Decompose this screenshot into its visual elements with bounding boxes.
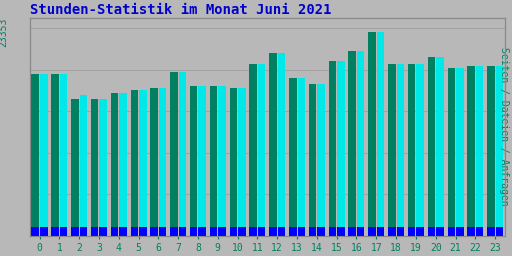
Bar — [278, 227, 285, 236]
Bar — [447, 68, 455, 236]
Bar — [210, 227, 217, 236]
Bar — [170, 72, 178, 236]
Bar — [487, 227, 495, 236]
Bar — [397, 227, 404, 236]
Bar — [436, 57, 444, 236]
Bar — [297, 227, 305, 236]
Bar — [317, 227, 325, 236]
Bar — [416, 227, 424, 236]
Bar — [278, 53, 285, 236]
Bar — [151, 227, 158, 236]
Bar — [289, 227, 296, 236]
Bar — [289, 78, 296, 236]
Bar — [190, 227, 198, 236]
Bar — [131, 90, 138, 236]
Bar — [139, 227, 146, 236]
Bar — [467, 227, 475, 236]
Bar — [496, 66, 503, 236]
Bar — [159, 88, 166, 236]
Bar — [357, 51, 365, 236]
Bar — [428, 57, 435, 236]
Text: Stunden-Statistik im Monat Juni 2021: Stunden-Statistik im Monat Juni 2021 — [30, 3, 331, 17]
Bar — [249, 63, 257, 236]
Bar — [80, 227, 87, 236]
Bar — [218, 227, 226, 236]
Bar — [91, 99, 98, 236]
Bar — [258, 63, 265, 236]
Bar — [71, 99, 79, 236]
Bar — [229, 88, 237, 236]
Bar — [269, 53, 277, 236]
Bar — [60, 74, 68, 236]
Bar — [238, 227, 246, 236]
Bar — [317, 84, 325, 236]
Bar — [40, 227, 48, 236]
Bar — [496, 227, 503, 236]
Bar — [199, 227, 206, 236]
Bar — [337, 227, 345, 236]
Bar — [111, 227, 118, 236]
Bar — [179, 227, 186, 236]
Bar — [467, 66, 475, 236]
Bar — [51, 74, 59, 236]
Bar — [357, 227, 365, 236]
Bar — [377, 33, 385, 236]
Bar — [377, 227, 385, 236]
Bar — [190, 86, 198, 236]
Bar — [258, 227, 265, 236]
Bar — [80, 95, 87, 236]
Bar — [131, 227, 138, 236]
Bar — [71, 227, 79, 236]
Bar — [269, 227, 277, 236]
Bar — [199, 86, 206, 236]
Bar — [139, 90, 146, 236]
Bar — [337, 61, 345, 236]
Bar — [388, 63, 396, 236]
Bar — [408, 63, 415, 236]
Bar — [249, 227, 257, 236]
Bar — [476, 227, 483, 236]
Bar — [368, 227, 376, 236]
Bar — [487, 66, 495, 236]
Bar — [329, 227, 336, 236]
Bar — [91, 227, 98, 236]
Bar — [329, 61, 336, 236]
Bar — [349, 51, 356, 236]
Bar — [31, 227, 39, 236]
Bar — [218, 86, 226, 236]
Bar — [60, 227, 68, 236]
Text: 23353: 23353 — [0, 18, 9, 47]
Bar — [476, 66, 483, 236]
Bar — [456, 227, 463, 236]
Bar — [170, 227, 178, 236]
Bar — [119, 227, 127, 236]
Bar — [436, 227, 444, 236]
Bar — [388, 227, 396, 236]
Y-axis label: Seiten / Dateien / Anfragen: Seiten / Dateien / Anfragen — [499, 47, 509, 206]
Bar — [428, 227, 435, 236]
Bar — [159, 227, 166, 236]
Bar — [447, 227, 455, 236]
Bar — [408, 227, 415, 236]
Bar — [111, 93, 118, 236]
Bar — [416, 63, 424, 236]
Bar — [210, 86, 217, 236]
Bar — [99, 227, 107, 236]
Bar — [151, 88, 158, 236]
Bar — [309, 227, 316, 236]
Bar — [397, 63, 404, 236]
Bar — [368, 33, 376, 236]
Bar — [309, 84, 316, 236]
Bar — [99, 99, 107, 236]
Bar — [51, 227, 59, 236]
Bar — [40, 74, 48, 236]
Bar — [349, 227, 356, 236]
Bar — [297, 78, 305, 236]
Bar — [31, 74, 39, 236]
Bar — [229, 227, 237, 236]
Bar — [238, 88, 246, 236]
Bar — [456, 68, 463, 236]
Bar — [179, 72, 186, 236]
Bar — [119, 93, 127, 236]
